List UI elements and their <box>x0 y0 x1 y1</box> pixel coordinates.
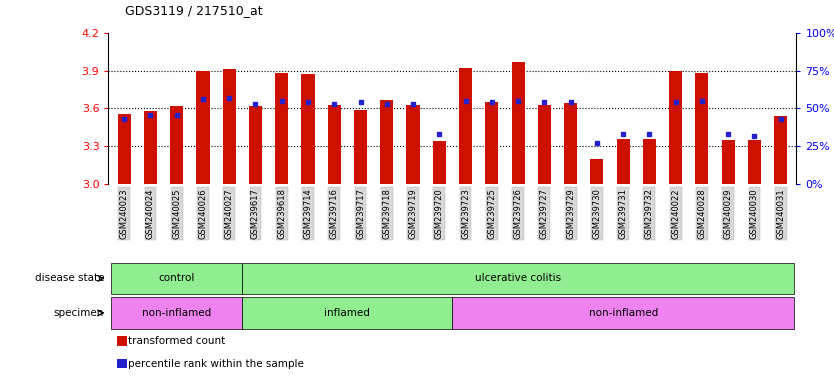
Bar <box>459 68 472 184</box>
Text: GSM240024: GSM240024 <box>146 188 155 239</box>
Bar <box>538 105 551 184</box>
Text: GSM239617: GSM239617 <box>251 188 260 239</box>
Bar <box>170 106 183 184</box>
Text: GSM239731: GSM239731 <box>619 188 628 239</box>
Text: GSM240029: GSM240029 <box>724 188 733 239</box>
Bar <box>669 71 682 184</box>
Text: GSM240031: GSM240031 <box>776 188 786 239</box>
Text: GSM239716: GSM239716 <box>329 188 339 239</box>
Text: percentile rank within the sample: percentile rank within the sample <box>128 359 304 369</box>
Text: GSM240025: GSM240025 <box>172 188 181 239</box>
Bar <box>485 102 499 184</box>
Bar <box>748 140 761 184</box>
Bar <box>328 105 341 184</box>
Text: GSM239723: GSM239723 <box>461 188 470 239</box>
Text: GSM239729: GSM239729 <box>566 188 575 239</box>
Text: GSM240028: GSM240028 <box>697 188 706 239</box>
Bar <box>117 336 127 346</box>
Bar <box>643 139 656 184</box>
Text: GSM239618: GSM239618 <box>277 188 286 239</box>
Bar <box>243 263 794 294</box>
Text: GSM239717: GSM239717 <box>356 188 365 239</box>
Bar <box>433 141 446 184</box>
Bar <box>696 73 709 184</box>
Bar <box>406 105 420 184</box>
Text: transformed count: transformed count <box>128 336 226 346</box>
Bar <box>118 114 131 184</box>
Text: GSM239732: GSM239732 <box>645 188 654 239</box>
Text: non-inflamed: non-inflamed <box>589 308 658 318</box>
Bar <box>354 110 367 184</box>
Text: GSM239730: GSM239730 <box>592 188 601 239</box>
Text: GSM239719: GSM239719 <box>409 188 418 239</box>
Bar <box>616 139 630 184</box>
Bar <box>111 297 243 328</box>
Text: GSM239714: GSM239714 <box>304 188 313 239</box>
Text: GSM240022: GSM240022 <box>671 188 681 239</box>
Bar <box>721 140 735 184</box>
Text: GDS3119 / 217510_at: GDS3119 / 217510_at <box>125 4 263 17</box>
Bar <box>301 74 314 184</box>
Text: non-inflamed: non-inflamed <box>142 308 211 318</box>
Text: GSM240026: GSM240026 <box>198 188 208 239</box>
Bar <box>144 111 157 184</box>
Bar <box>774 116 787 184</box>
Text: disease state: disease state <box>35 273 104 283</box>
Text: GSM239718: GSM239718 <box>382 188 391 239</box>
Bar <box>452 297 794 328</box>
Bar <box>117 359 127 368</box>
Bar <box>249 106 262 184</box>
Text: GSM239725: GSM239725 <box>487 188 496 239</box>
Bar <box>111 263 243 294</box>
Text: control: control <box>158 273 195 283</box>
Text: GSM239720: GSM239720 <box>435 188 444 239</box>
Text: GSM239726: GSM239726 <box>514 188 523 239</box>
Bar <box>223 69 236 184</box>
Bar <box>196 71 209 184</box>
Bar <box>511 62 525 184</box>
Text: ulcerative colitis: ulcerative colitis <box>475 273 561 283</box>
Text: GSM239727: GSM239727 <box>540 188 549 239</box>
Text: GSM240027: GSM240027 <box>224 188 234 239</box>
Text: GSM240023: GSM240023 <box>119 188 128 239</box>
Bar <box>380 99 394 184</box>
Bar <box>243 297 452 328</box>
Bar <box>275 73 289 184</box>
Text: inflamed: inflamed <box>324 308 370 318</box>
Text: specimen: specimen <box>54 308 104 318</box>
Text: GSM240030: GSM240030 <box>750 188 759 239</box>
Bar <box>590 159 604 184</box>
Bar <box>564 103 577 184</box>
